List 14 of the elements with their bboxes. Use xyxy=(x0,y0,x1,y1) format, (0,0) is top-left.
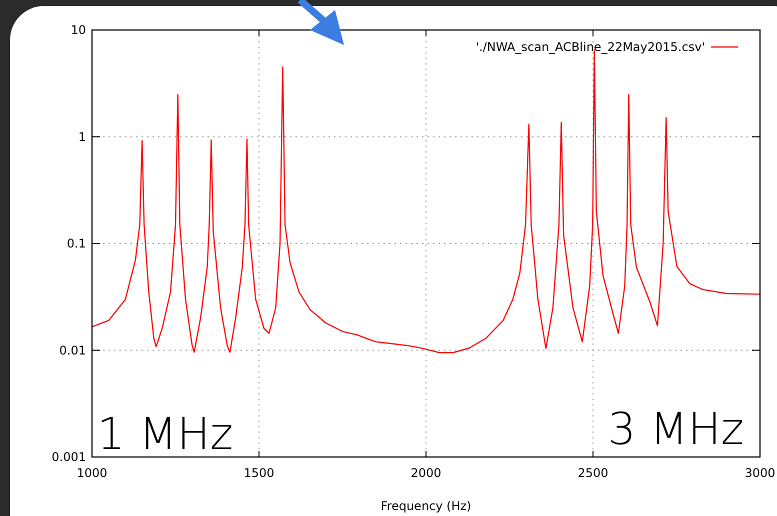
legend-label: './NWA_scan_ACBline_22May2015.csv' xyxy=(476,40,705,54)
y-tick-label: 1 xyxy=(78,130,86,144)
y-tick-label: 0.001 xyxy=(52,450,86,464)
annotation: 1 MHz xyxy=(97,409,234,460)
x-tick-label: 3000 xyxy=(744,466,776,480)
x-axis-title: Frequency (Hz) xyxy=(380,499,472,513)
x-tick-label: 1000 xyxy=(76,466,108,480)
x-tick-label: 2000 xyxy=(410,466,442,480)
y-tick-label: 0.1 xyxy=(66,236,86,250)
x-tick-label: 1500 xyxy=(244,466,274,480)
x-tick-label: 2500 xyxy=(578,466,608,480)
y-tick-label: 0.01 xyxy=(59,343,86,358)
y-tick-label: 10 xyxy=(70,23,86,37)
annotation: 3 MHz xyxy=(608,404,744,455)
